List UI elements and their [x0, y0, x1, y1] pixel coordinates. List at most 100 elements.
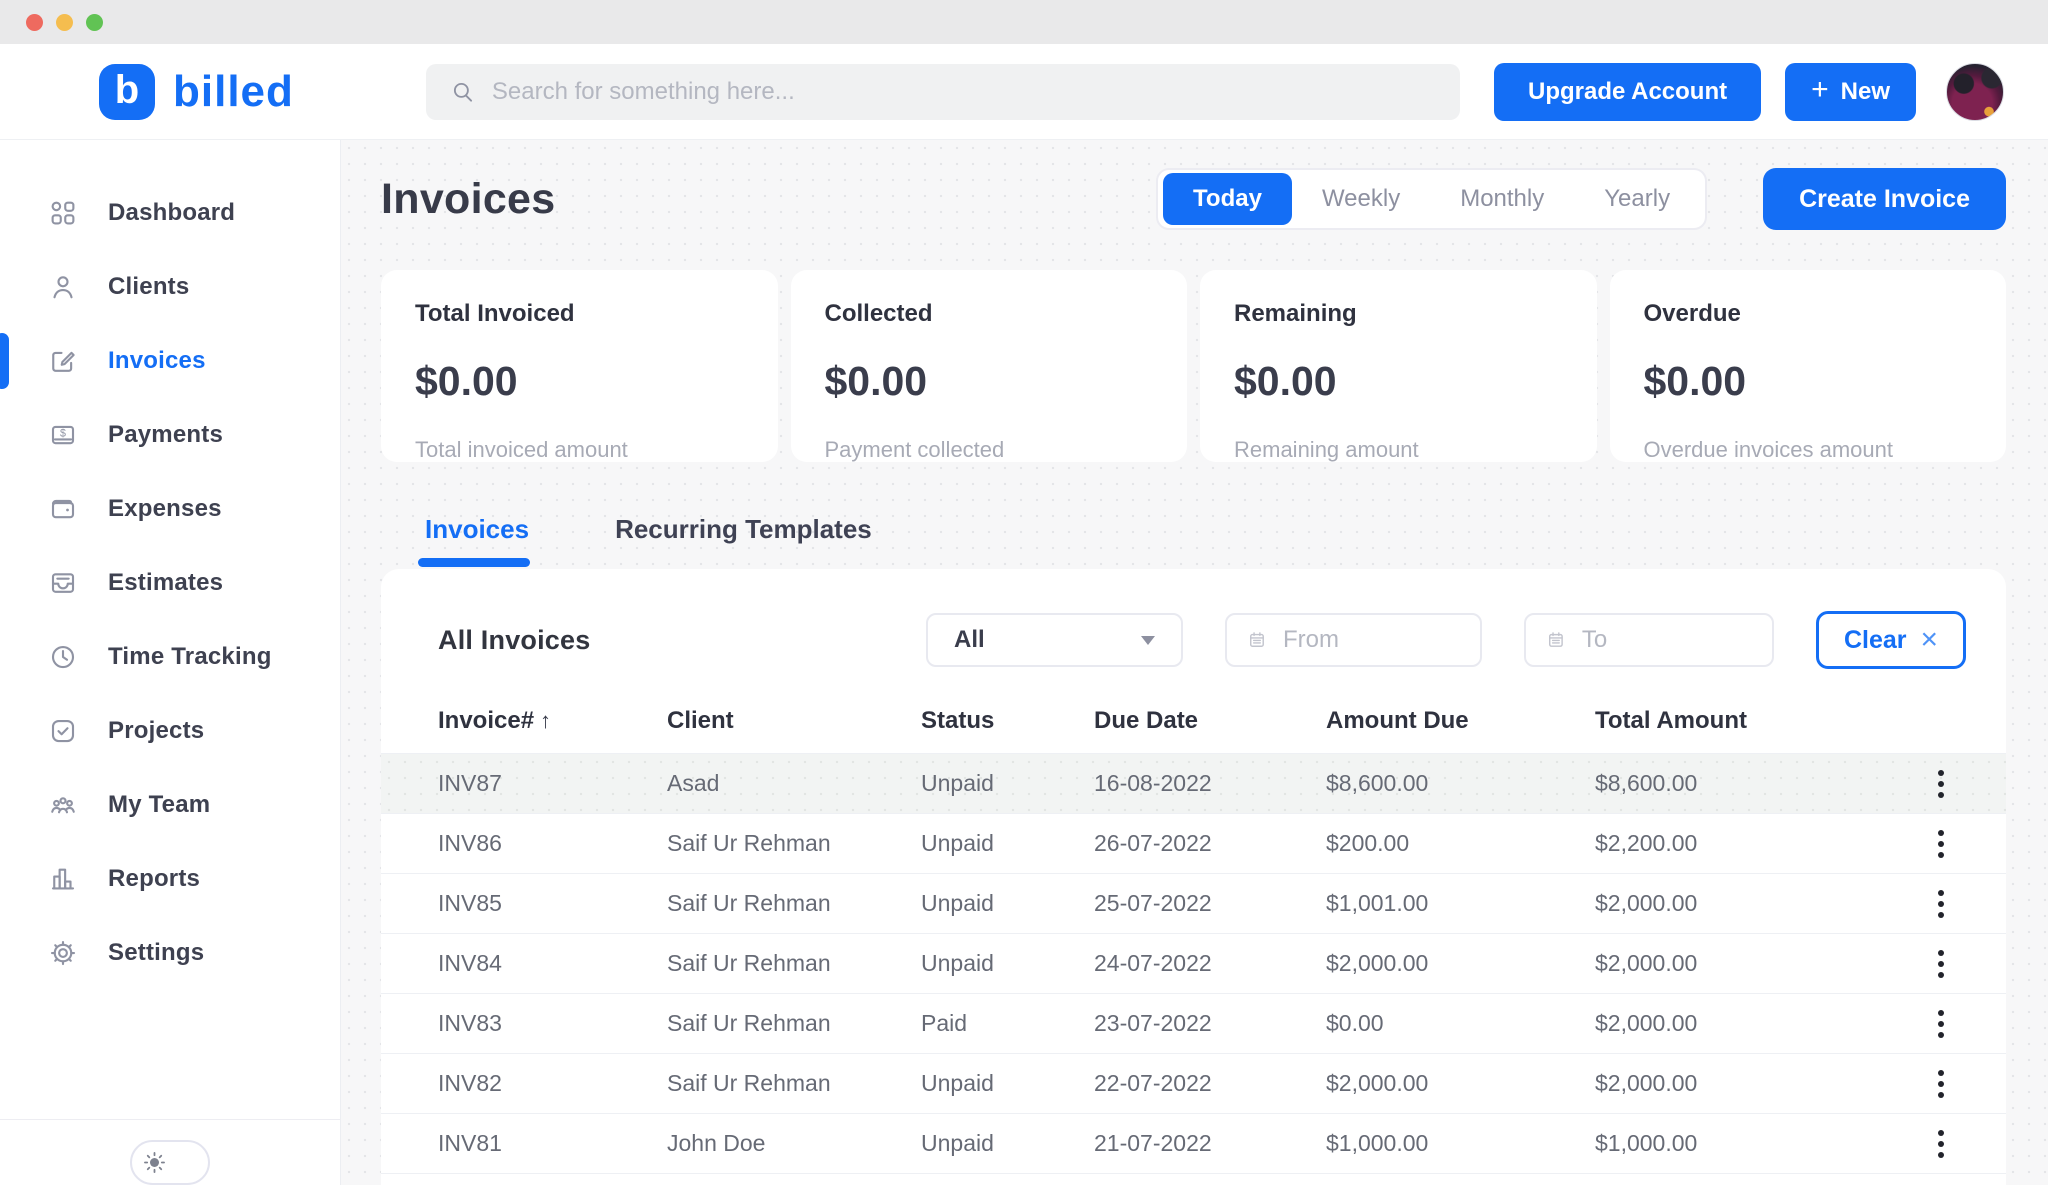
cell-status: Unpaid — [921, 830, 994, 856]
sidebar-item-clients[interactable]: Clients — [0, 250, 340, 324]
cell-invoice: INV85 — [438, 890, 502, 916]
cell-status: Unpaid — [921, 1070, 994, 1096]
cell-status: Unpaid — [921, 1130, 994, 1156]
stat-title: Overdue — [1643, 300, 1741, 327]
stat-title: Total Invoiced — [415, 300, 575, 327]
create-invoice-button[interactable]: Create Invoice — [1763, 168, 2006, 230]
close-window-button[interactable] — [26, 13, 43, 31]
cell-amount-due: $2,000.00 — [1326, 1070, 1429, 1096]
cell-due-date: 26-07-2022 — [1094, 830, 1212, 856]
row-actions-menu-icon[interactable] — [1928, 1004, 1954, 1044]
range-tab-today[interactable]: Today — [1163, 173, 1292, 225]
table-row[interactable]: INV86 Saif Ur Rehman Unpaid 26-07-2022 $… — [381, 813, 2006, 873]
range-tab-monthly[interactable]: Monthly — [1460, 185, 1545, 212]
brand-name: billed — [173, 66, 294, 116]
sidebar-label: Payments — [108, 421, 223, 448]
stat-caption: Overdue invoices amount — [1643, 437, 1893, 462]
settings-icon — [46, 938, 80, 968]
sidebar-item-dashboard[interactable]: Dashboard — [0, 176, 340, 250]
row-actions-menu-icon[interactable] — [1928, 884, 1954, 924]
sidebar-label: Time Tracking — [108, 643, 272, 670]
range-tab-weekly[interactable]: Weekly — [1321, 185, 1401, 212]
table-row[interactable]: INV84 Saif Ur Rehman Unpaid 24-07-2022 $… — [381, 933, 2006, 993]
table-row[interactable]: INV83 Saif Ur Rehman Paid 23-07-2022 $0.… — [381, 993, 2006, 1053]
column-status[interactable]: Status — [921, 707, 995, 734]
sidebar-label: Reports — [108, 865, 201, 892]
stat-value: $0.00 — [1234, 358, 1337, 404]
column-amount-due[interactable]: Amount Due — [1326, 707, 1469, 734]
cell-status: Paid — [921, 1010, 968, 1036]
cell-invoice: INV83 — [438, 1010, 502, 1036]
sidebar-label: Settings — [108, 939, 205, 966]
time-tracking-icon — [46, 642, 80, 672]
sidebar-label: Invoices — [108, 347, 206, 374]
sidebar-item-invoices[interactable]: Invoices — [0, 324, 340, 398]
tab-invoices[interactable]: Invoices — [417, 514, 531, 567]
cell-status: Unpaid — [921, 770, 994, 796]
row-actions-menu-icon[interactable] — [1928, 764, 1954, 804]
cell-amount-due: $200.00 — [1326, 830, 1410, 856]
from-date-input[interactable] — [1282, 626, 1460, 654]
sidebar-item-projects[interactable]: Projects — [0, 694, 340, 768]
table-row[interactable]: INV82 Saif Ur Rehman Unpaid 22-07-2022 $… — [381, 1053, 2006, 1113]
theme-toggle[interactable] — [130, 1140, 210, 1185]
row-actions-menu-icon[interactable] — [1928, 944, 1954, 984]
table-row[interactable]: INV85 Saif Ur Rehman Unpaid 25-07-2022 $… — [381, 873, 2006, 933]
stat-title: Remaining — [1234, 300, 1357, 327]
cell-total-amount: $2,000.00 — [1595, 1070, 1698, 1096]
new-button[interactable]: + New — [1785, 62, 1916, 121]
cell-amount-due: $0.00 — [1326, 1010, 1384, 1036]
cell-due-date: 22-07-2022 — [1094, 1070, 1212, 1096]
from-date-field[interactable] — [1225, 613, 1482, 667]
range-tab-yearly[interactable]: Yearly — [1604, 185, 1671, 212]
dashboard-icon — [46, 198, 80, 228]
zoom-window-button[interactable] — [86, 13, 103, 31]
sidebar-item-settings[interactable]: Settings — [0, 916, 340, 990]
tab-recurring-templates[interactable]: Recurring Templates — [615, 514, 872, 544]
sidebar-item-expenses[interactable]: Expenses — [0, 472, 340, 546]
to-date-input[interactable] — [1581, 626, 1752, 654]
table-row[interactable]: INV87 Asad Unpaid 16-08-2022 $8,600.00 $… — [381, 753, 2006, 813]
stat-card-total-invoiced: Total Invoiced $0.00 Total invoiced amou… — [381, 270, 778, 462]
app-logo[interactable]: b billed — [99, 63, 294, 120]
sort-ascending-icon: ↑ — [540, 708, 552, 733]
projects-icon — [46, 716, 80, 746]
search-input[interactable] — [491, 77, 1436, 106]
logo-mark-icon: b — [99, 63, 155, 120]
page-title: Invoices — [381, 174, 556, 223]
close-icon: × — [1920, 623, 1939, 656]
stat-card-remaining: Remaining $0.00 Remaining amount — [1200, 270, 1597, 462]
column-total-amount[interactable]: Total Amount — [1595, 707, 1747, 734]
cell-invoice: INV81 — [438, 1130, 502, 1156]
cell-due-date: 23-07-2022 — [1094, 1010, 1212, 1036]
table-row[interactable]: INV81 John Doe Unpaid 21-07-2022 $1,000.… — [381, 1113, 2006, 1173]
sidebar-item-estimates[interactable]: Estimates — [0, 546, 340, 620]
sidebar-item-time-tracking[interactable]: Time Tracking — [0, 620, 340, 694]
upgrade-account-button[interactable]: Upgrade Account — [1493, 62, 1762, 121]
column-due-date[interactable]: Due Date — [1094, 707, 1199, 734]
sidebar-item-payments[interactable]: $ Payments — [0, 398, 340, 472]
global-search[interactable] — [425, 63, 1460, 120]
list-view-tabs: Invoices Recurring Templates — [381, 514, 2006, 567]
clients-icon — [46, 272, 80, 302]
row-actions-menu-icon[interactable] — [1928, 824, 1954, 864]
sidebar-item-reports[interactable]: Reports — [0, 842, 340, 916]
column-invoice[interactable]: Invoice# ↑ — [438, 707, 552, 734]
row-actions-menu-icon[interactable] — [1928, 1064, 1954, 1104]
to-date-field[interactable] — [1524, 613, 1774, 667]
cell-client: Saif Ur Rehman — [667, 950, 831, 976]
window-titlebar — [0, 0, 2048, 44]
sidebar: Dashboard Clients Invoices $ — [0, 140, 341, 1185]
row-actions-menu-icon[interactable] — [1928, 1124, 1954, 1164]
status-filter-select[interactable]: All — [926, 613, 1183, 667]
clear-filters-button[interactable]: Clear × — [1816, 611, 1966, 669]
minimize-window-button[interactable] — [56, 13, 73, 31]
user-avatar[interactable] — [1946, 62, 2004, 121]
column-client[interactable]: Client — [667, 707, 734, 734]
cell-client: Saif Ur Rehman — [667, 1010, 831, 1036]
cell-invoice: INV87 — [438, 770, 502, 796]
cell-total-amount: $2,000.00 — [1595, 950, 1698, 976]
cell-client: Asad — [667, 770, 720, 796]
sidebar-item-my-team[interactable]: My Team — [0, 768, 340, 842]
cell-due-date: 24-07-2022 — [1094, 950, 1212, 976]
